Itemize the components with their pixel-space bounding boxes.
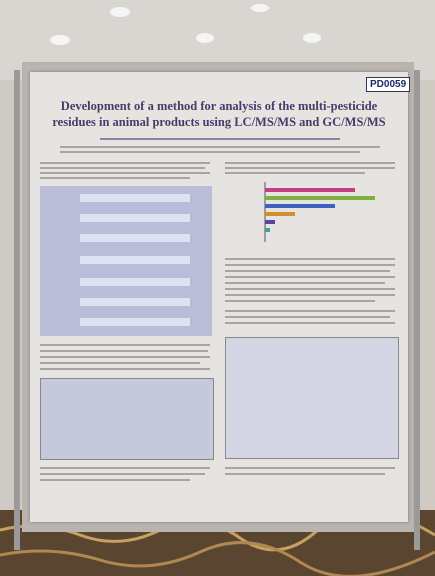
left-column <box>40 162 215 512</box>
bar-chart-image <box>235 180 390 250</box>
table <box>40 378 214 460</box>
flowchart <box>40 186 212 336</box>
table <box>225 337 399 459</box>
poster: Development of a method for analysis of … <box>30 72 408 522</box>
photo: Development of a method for analysis of … <box>0 0 435 576</box>
right-column <box>225 162 400 512</box>
poster-id: PD0059 <box>366 77 410 92</box>
poster-title: Development of a method for analysis of … <box>44 98 394 130</box>
